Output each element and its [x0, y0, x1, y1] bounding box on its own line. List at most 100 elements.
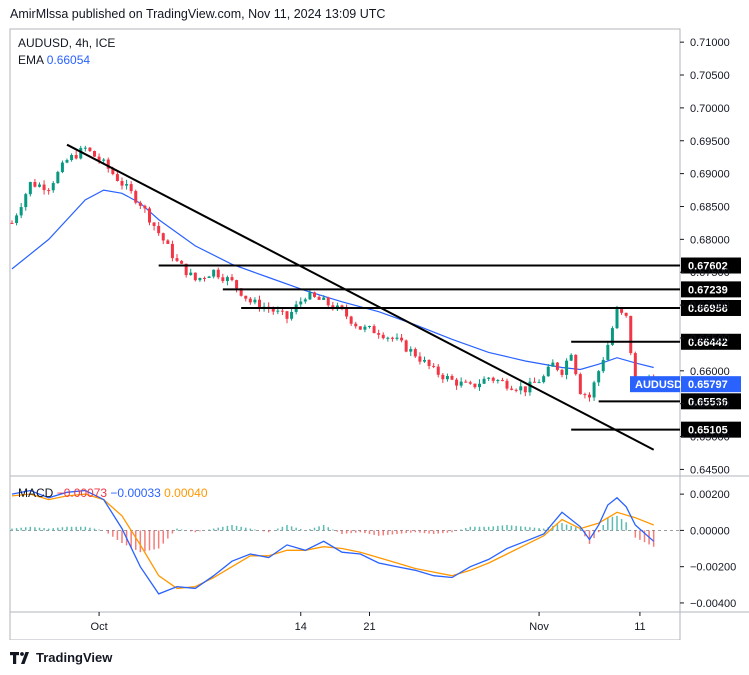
candle-body — [170, 243, 174, 259]
candle — [322, 295, 326, 301]
candle — [555, 362, 559, 372]
candle — [358, 326, 362, 330]
tradingview-brand[interactable]: TradingView — [10, 650, 112, 665]
price-tick-label: 0.68500 — [690, 201, 730, 213]
candle — [500, 377, 504, 382]
candle — [381, 332, 385, 340]
price-tick-label: 0.65500 — [690, 399, 730, 411]
candle-body — [555, 362, 559, 370]
candle-body — [83, 147, 87, 149]
candle-body — [569, 354, 573, 361]
price-tick-label: 0.70000 — [690, 103, 730, 115]
candle — [519, 381, 523, 395]
candle — [395, 333, 399, 341]
candle — [189, 268, 193, 276]
candle — [418, 352, 422, 365]
candle-body — [157, 225, 161, 234]
tradingview-logo-icon — [10, 651, 29, 664]
price-tick-label: 0.71000 — [690, 37, 730, 49]
publisher-line: AmirMlssa published on TradingView.com, … — [10, 7, 386, 21]
candle — [303, 297, 307, 304]
candle — [436, 364, 440, 378]
candle — [313, 291, 316, 298]
candle-body — [368, 326, 371, 328]
candle-body — [276, 310, 280, 312]
candle — [629, 315, 633, 356]
candle-body — [606, 344, 610, 360]
candle-body — [10, 222, 14, 224]
ema-value: 0.66054 — [46, 53, 91, 67]
macd-legend: MACD −0.00073 −0.00033 0.00040 — [18, 486, 208, 500]
level-label-bg — [681, 421, 741, 438]
candle-body — [482, 378, 486, 384]
candle — [496, 379, 500, 384]
candle-body — [134, 191, 138, 203]
candle-body — [468, 382, 472, 384]
chart-canvas[interactable]: 0.67602 0.67239 0.66956 0.66442 0.65536 0.651… — [0, 0, 749, 640]
candle-body — [70, 155, 74, 161]
signal-line — [11, 493, 654, 590]
candle — [620, 308, 624, 315]
price-tick-label: 0.66500 — [690, 333, 730, 345]
candle-body — [578, 374, 582, 395]
candle — [423, 356, 426, 363]
level-label: 0.65536 — [688, 396, 728, 408]
price-tick-label: 0.69000 — [690, 169, 730, 181]
candle-body — [225, 277, 229, 282]
candle — [601, 357, 605, 374]
candle — [588, 392, 591, 402]
macd-label: MACD — [18, 486, 54, 500]
candle-body — [436, 366, 440, 375]
candle — [450, 374, 454, 381]
candle-body — [148, 208, 151, 223]
candle-body — [79, 148, 83, 159]
candle-body — [615, 309, 619, 329]
level-label-bg — [681, 393, 741, 410]
candle — [88, 147, 92, 153]
candle — [225, 275, 229, 286]
candle-body — [24, 194, 28, 208]
candle — [33, 178, 37, 188]
candle — [60, 160, 64, 174]
candle — [569, 353, 573, 362]
level-label-bg — [681, 281, 741, 298]
candle-body — [358, 326, 362, 330]
candle — [560, 368, 564, 378]
candle-body — [313, 292, 316, 297]
candle — [445, 373, 449, 382]
candle — [290, 308, 294, 321]
candle-body — [308, 292, 312, 300]
candle-body — [212, 269, 216, 277]
candle — [615, 305, 619, 330]
candle — [413, 347, 417, 358]
candle — [198, 277, 202, 282]
candle-body — [175, 258, 179, 261]
candle-body — [299, 301, 303, 305]
candles-layer — [10, 145, 656, 402]
candle — [143, 204, 147, 213]
candle-body — [592, 382, 596, 398]
time-tick-label: 21 — [363, 621, 375, 633]
candle — [317, 295, 321, 301]
candle-body — [478, 383, 481, 388]
candle — [74, 150, 78, 160]
candle — [491, 376, 495, 384]
candle-body — [597, 371, 601, 383]
candle-body — [60, 162, 64, 173]
candle-body — [111, 168, 115, 175]
candle-body — [427, 359, 431, 366]
candle — [253, 297, 257, 305]
candle — [102, 158, 106, 163]
price-tick-label: 0.66000 — [690, 366, 730, 378]
candle-body — [97, 156, 101, 161]
candle-body — [115, 174, 119, 181]
candle-body — [326, 297, 330, 306]
candle — [400, 333, 404, 343]
candle-body — [354, 323, 358, 327]
candle-body — [519, 386, 523, 391]
candle — [537, 379, 541, 384]
candle-body — [322, 297, 326, 300]
candle-body — [15, 215, 19, 224]
candle-body — [285, 311, 289, 319]
candle-body — [409, 349, 413, 352]
